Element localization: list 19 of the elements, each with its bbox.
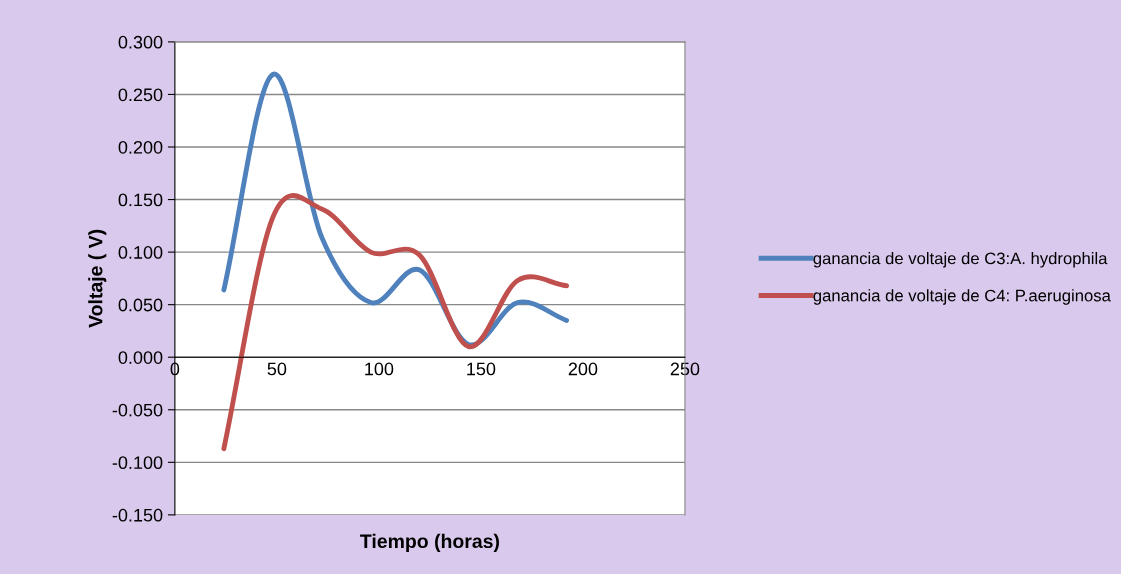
x-axis-title: Tiempo (horas) xyxy=(360,533,499,552)
x-tick-label: 100 xyxy=(365,362,394,376)
y-tick-label: 0.150 xyxy=(118,193,163,207)
y-tick-label: 0.000 xyxy=(118,351,163,364)
y-tick-label: 0.300 xyxy=(118,35,163,49)
y-tick-label: -0.050 xyxy=(112,403,163,417)
y-tick-label: 0.100 xyxy=(118,246,163,259)
x-tick-label: 150 xyxy=(467,362,496,376)
legend-label: ganancia de voltaje de C3:A. hydrophila xyxy=(813,252,1108,268)
y-tick-label: -0.100 xyxy=(112,456,163,470)
y-tick-label: -0.150 xyxy=(112,508,163,522)
x-tick-label: 250 xyxy=(670,362,700,376)
x-tick-label: 200 xyxy=(568,362,598,376)
y-axis-title: Voltaje ( V) xyxy=(88,229,107,328)
x-tick-label: 50 xyxy=(267,362,287,376)
legend-label: ganancia de voltaje de C4: P.aeruginosa xyxy=(813,289,1111,305)
y-tick-label: 0.050 xyxy=(118,298,163,312)
y-tick-label: 0.250 xyxy=(118,88,163,102)
y-tick-label: 0.200 xyxy=(118,140,163,154)
